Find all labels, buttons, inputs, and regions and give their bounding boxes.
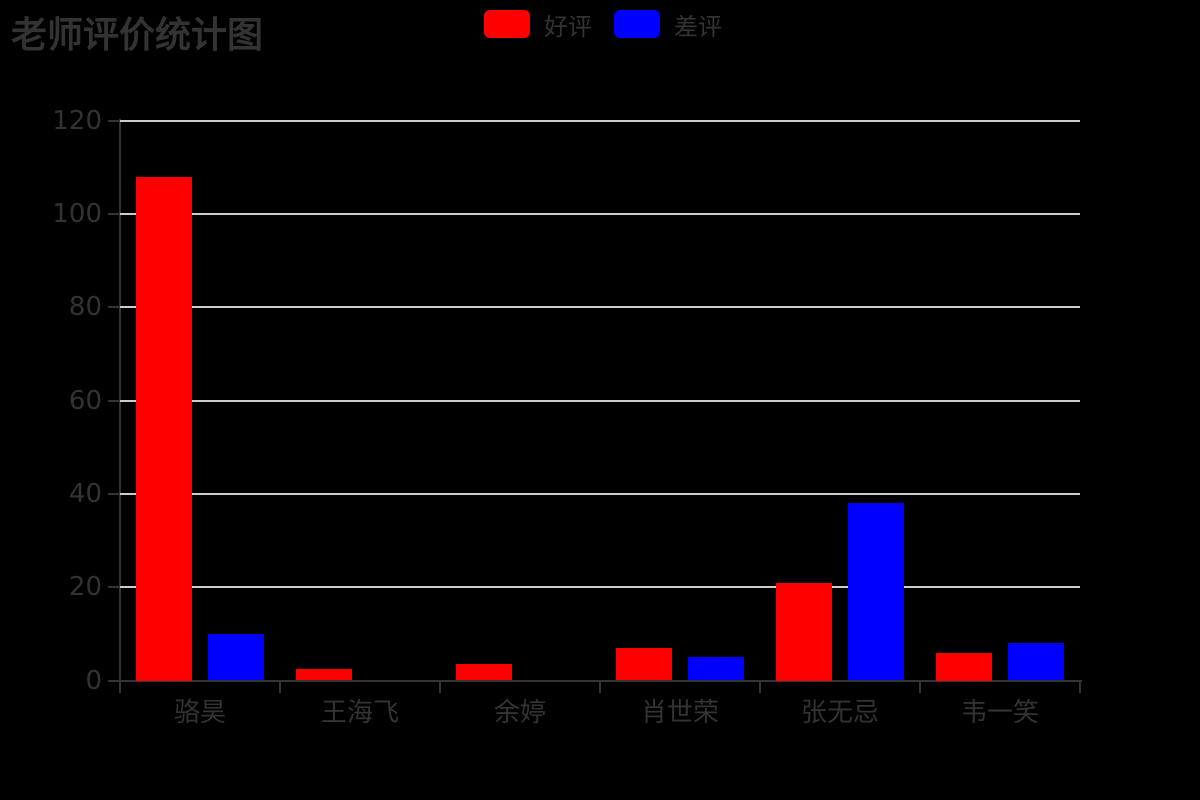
y-gridline	[120, 119, 1080, 122]
x-tick-mark	[919, 681, 921, 693]
bar-positive-2[interactable]	[456, 664, 512, 681]
x-tick-mark	[759, 681, 761, 693]
y-gridline	[120, 586, 1080, 589]
y-tick-mark	[108, 679, 120, 682]
legend: 好评 差评	[484, 10, 722, 41]
bar-positive-4[interactable]	[776, 582, 832, 681]
bar-positive-0[interactable]	[136, 176, 192, 681]
x-tick-mark	[119, 681, 121, 693]
legend-swatch-blue-icon	[614, 10, 660, 38]
y-tick-mark	[108, 212, 120, 215]
x-tick-mark	[599, 681, 601, 693]
legend-swatch-red-icon	[484, 10, 530, 38]
y-axis-label: 20	[68, 572, 102, 603]
x-axis-label: 骆昊	[173, 698, 226, 728]
legend-label-negative: 差评	[674, 12, 722, 41]
y-gridline	[120, 212, 1080, 215]
y-axis-label: 40	[68, 478, 102, 509]
x-axis-label: 肖世荣	[640, 698, 719, 728]
bar-positive-3[interactable]	[616, 647, 672, 681]
x-tick-mark	[1079, 681, 1081, 693]
y-gridline	[120, 492, 1080, 495]
legend-item-positive[interactable]: 好评	[484, 10, 592, 41]
y-tick-mark	[108, 492, 120, 495]
y-tick-mark	[108, 586, 120, 589]
y-axis-label: 60	[68, 385, 102, 416]
y-tick-mark	[108, 119, 120, 122]
bar-negative-4[interactable]	[848, 503, 904, 681]
bar-positive-1[interactable]	[296, 668, 352, 681]
legend-label-positive: 好评	[544, 12, 592, 41]
x-axis-label: 王海飞	[320, 698, 399, 728]
x-axis-label: 张无忌	[800, 698, 879, 728]
chart-title: 老师评价统计图	[11, 15, 264, 56]
y-tick-mark	[108, 306, 120, 309]
y-axis-label: 80	[68, 292, 102, 323]
y-tick-mark	[108, 399, 120, 402]
bar-negative-3[interactable]	[688, 657, 744, 681]
x-axis-label: 余婷	[493, 698, 546, 728]
bar-negative-5[interactable]	[1008, 643, 1064, 681]
y-axis-label: 120	[52, 105, 102, 136]
y-axis-label: 0	[85, 665, 102, 696]
x-tick-mark	[279, 681, 281, 693]
y-axis-label: 100	[52, 198, 102, 229]
bar-positive-5[interactable]	[936, 652, 992, 681]
x-tick-mark	[439, 681, 441, 693]
y-gridline	[120, 399, 1080, 402]
x-axis-label: 韦一笑	[960, 698, 1039, 728]
bar-negative-0[interactable]	[208, 633, 264, 681]
legend-item-negative[interactable]: 差评	[614, 10, 722, 41]
y-gridline	[120, 306, 1080, 309]
